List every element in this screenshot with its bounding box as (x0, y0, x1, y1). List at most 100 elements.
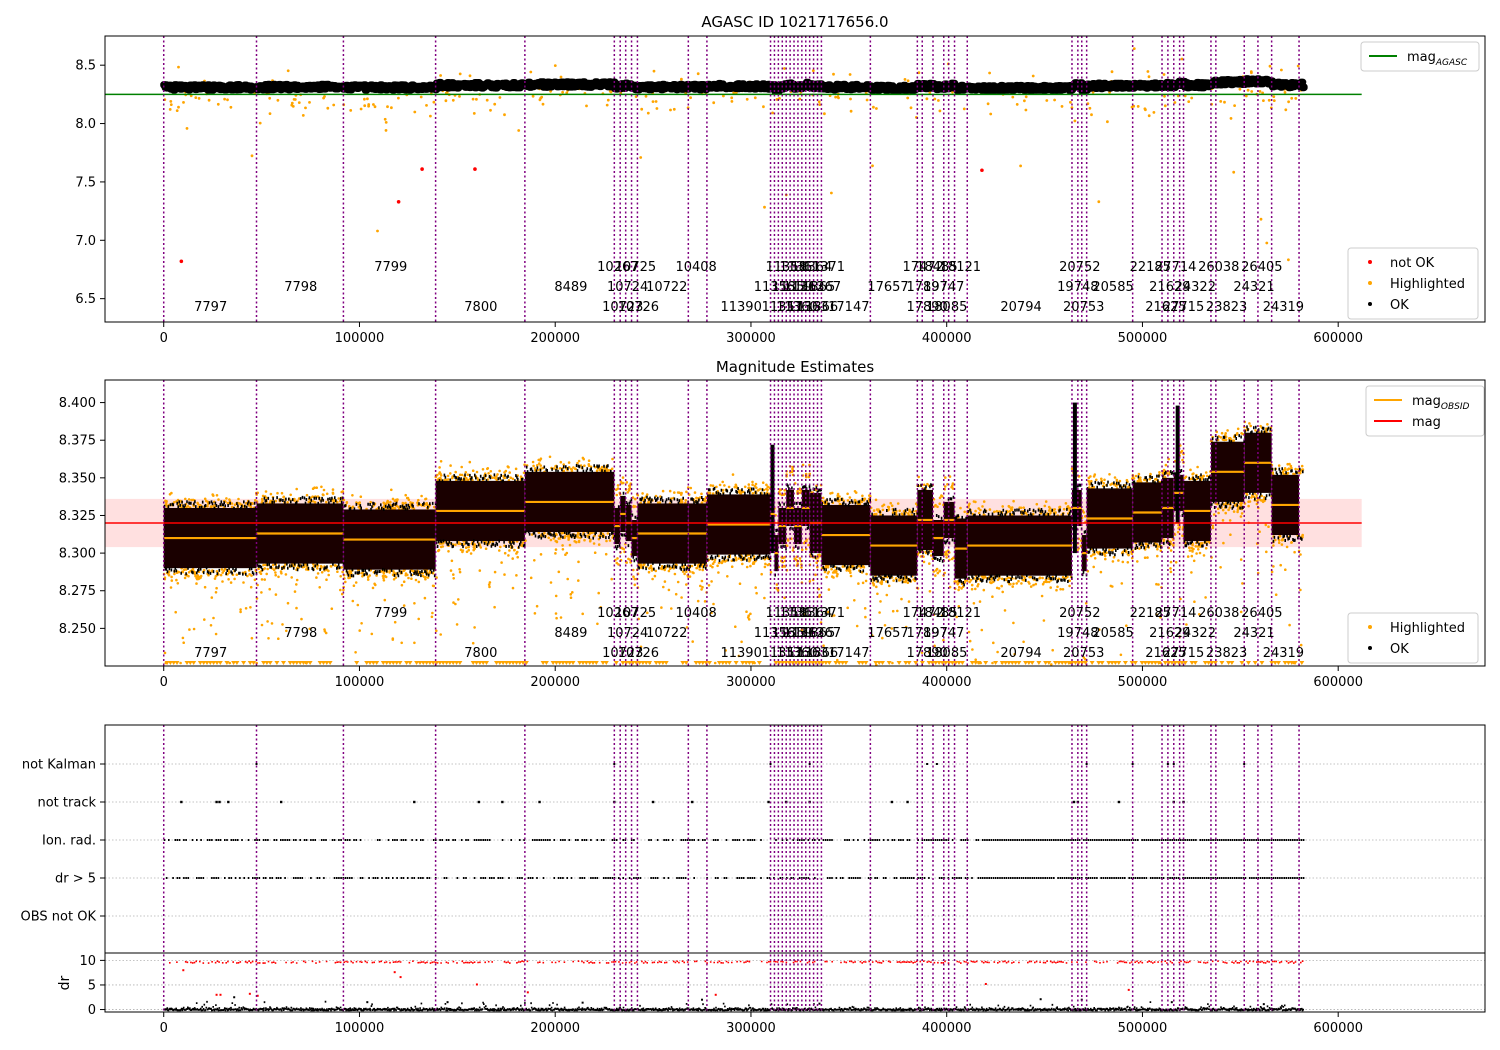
not-kalman-point (808, 763, 811, 765)
not-track-point (1117, 800, 1121, 804)
obsid-label: 7798 (284, 280, 317, 295)
obsid-label: 10726 (618, 300, 659, 315)
obsid-label: 11390 (720, 646, 761, 661)
obsid-label: 24319 (1263, 646, 1304, 661)
dr-points (163, 1000, 1305, 1012)
obsid-label: 11366 (797, 646, 838, 661)
dr-outlier-point (393, 971, 396, 974)
x-tick-label: 500000 (1118, 1021, 1168, 1036)
obsid-label: 11356 (754, 280, 795, 295)
dr-gt-5-points (165, 877, 1305, 879)
obsid-label: 20585 (1092, 626, 1133, 641)
obsid-label: 7800 (464, 646, 497, 661)
obsid-label: 10726 (618, 646, 659, 661)
x-tick-label: 200000 (530, 331, 580, 346)
obsid-label: 21629 (1149, 626, 1190, 641)
not-track-point (538, 800, 541, 804)
obsid-label: 8489 (554, 626, 587, 641)
obsid-label: 20794 (1000, 646, 1041, 661)
legend-label: mag (1412, 415, 1441, 430)
obsid-label: 10722 (646, 280, 687, 295)
dr-outlier-point (233, 996, 236, 999)
legend-subscript: AGASC (1435, 58, 1468, 68)
legend-label: Highlighted (1390, 277, 1465, 292)
dr-outlier-point (1262, 1003, 1265, 1006)
obsid-label: 17147 (828, 300, 869, 315)
x-tick-label: 0 (160, 675, 168, 690)
dr-outlier-point (256, 994, 259, 997)
y-tick-label: 8.5 (75, 59, 96, 74)
obsid-label: 10725 (615, 260, 656, 275)
y-tick-label: 8.325 (59, 509, 96, 524)
not-track-point (477, 800, 481, 804)
obsid-label: 21625 (1145, 646, 1186, 661)
not-kalman-point (1131, 763, 1134, 765)
obsid-label: 27714 (1155, 260, 1196, 275)
not-ok-point (396, 199, 401, 204)
x-tick-label: 400000 (922, 331, 972, 346)
y-tick-label: 8.275 (59, 584, 96, 599)
obsid-label: 10724 (607, 280, 648, 295)
flag-label: dr > 5 (55, 872, 96, 887)
obsid-label: 26038 (1198, 260, 1239, 275)
obsid-label: 18085 (926, 646, 967, 661)
ok-points-spike (770, 444, 775, 554)
x-tick-label: 100000 (335, 1021, 385, 1036)
obsid-label: 11363 (787, 646, 828, 661)
obsid-label: 17897 (906, 626, 947, 641)
obsid-label: 19748 (1057, 626, 1098, 641)
obsid-label: 11364 (791, 260, 832, 275)
not-kalman-point (1243, 763, 1246, 765)
obsid-label: 19748 (1057, 280, 1098, 295)
obsid-label: 20752 (1059, 260, 1100, 275)
obsid-label: 10724 (607, 626, 648, 641)
obsid-label: 7799 (374, 606, 407, 621)
obsid-label: 11360 (776, 646, 817, 661)
flag-label: not Kalman (22, 758, 96, 773)
dr-outlier-point (219, 993, 222, 996)
x-tick-label: 0 (160, 331, 168, 346)
not-kalman-point (1085, 763, 1088, 765)
legend-subscript: OBSID (1441, 402, 1470, 412)
not-track-point (227, 800, 230, 804)
not-track-point (691, 800, 694, 804)
obsid-label: 11357 (762, 646, 803, 661)
obsid-label: 8489 (554, 280, 587, 295)
obsid-label: 24321 (1233, 280, 1274, 295)
x-tick-label: 600000 (1313, 331, 1363, 346)
obsid-label: 11363 (787, 300, 828, 315)
dr-axis-label: dr (57, 975, 73, 990)
y-tick-label: 7.0 (75, 234, 96, 249)
obsid-label: 17147 (828, 646, 869, 661)
obsid-label: 11362 (783, 280, 824, 295)
obsid-label: 11358 (766, 606, 807, 621)
panel-agasc-frame (104, 35, 1486, 323)
y-tick-label: 10 (79, 954, 96, 969)
dr-outlier-point (248, 992, 251, 995)
not-track-point (218, 800, 221, 804)
y-tick-label: 8.300 (59, 547, 96, 562)
obsid-label: 10408 (675, 606, 716, 621)
x-tick-label: 500000 (1118, 675, 1168, 690)
x-tick-label: 300000 (726, 1021, 776, 1036)
obsid-label: 11362 (783, 626, 824, 641)
obsid-label: 18485 (916, 606, 957, 621)
obsid-label: 17890 (906, 646, 947, 661)
obsid-label: 11366 (797, 300, 838, 315)
obsid-label: 7797 (194, 300, 227, 315)
y-tick-label: 8.350 (59, 471, 96, 486)
dr-outlier-point (399, 976, 402, 979)
obsid-label: 11365 (794, 626, 835, 641)
legend-label: not OK (1390, 256, 1435, 271)
ok-points (160, 75, 1308, 95)
dr-outlier-point (1127, 988, 1130, 991)
legend-point-swatch (1368, 302, 1372, 306)
not-kalman-point (613, 763, 616, 765)
y-tick-label: 7.5 (75, 175, 96, 190)
legend-box (1360, 41, 1480, 72)
obsid-label: 24319 (1263, 300, 1304, 315)
not-track-point (501, 800, 504, 804)
obsid-label: 17472 (903, 606, 944, 621)
not-track-point (767, 800, 770, 804)
